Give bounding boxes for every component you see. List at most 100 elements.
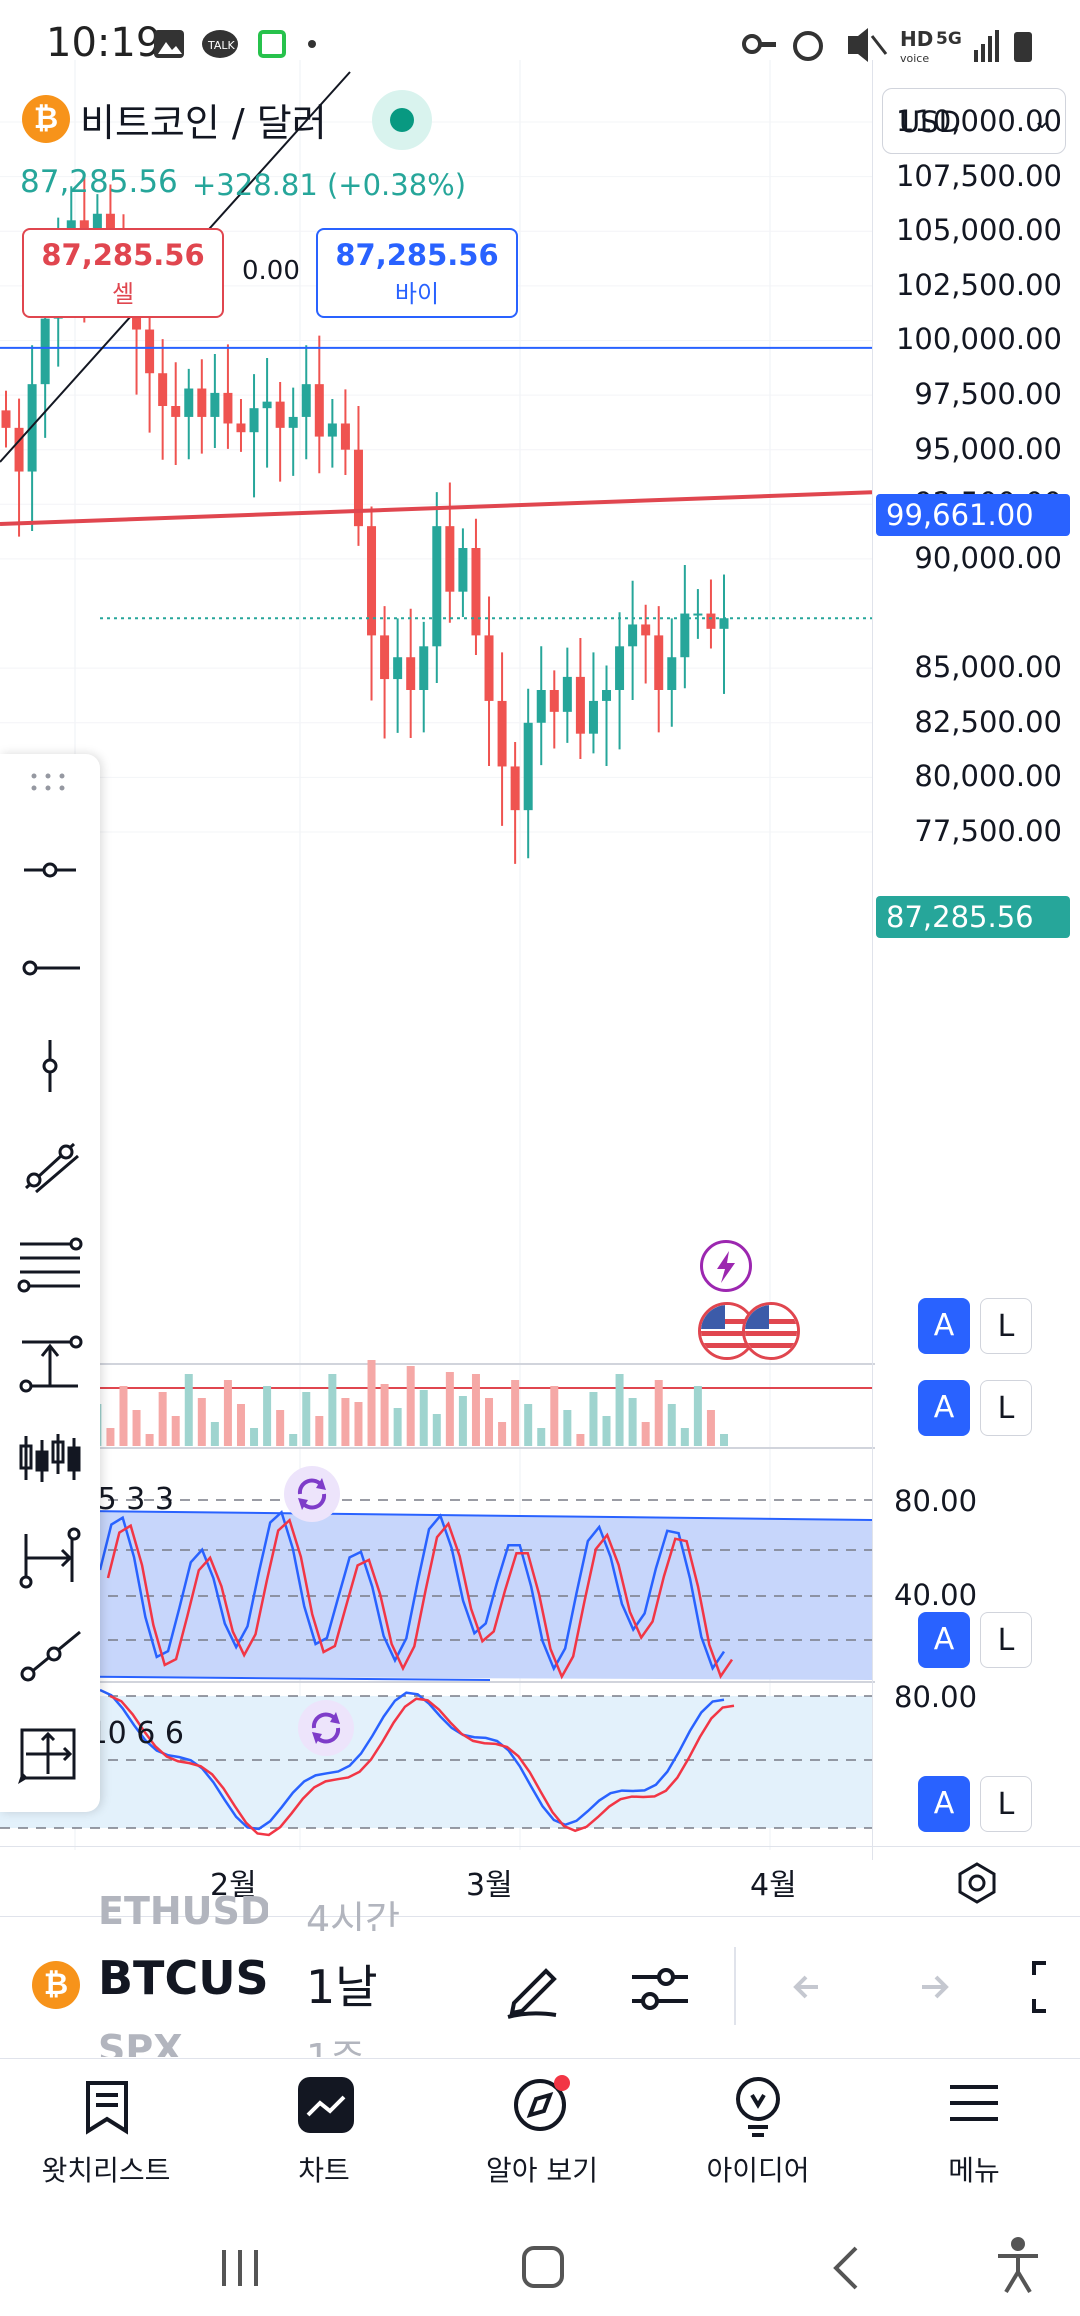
volume-auto-scale-button[interactable]: A bbox=[918, 1380, 970, 1436]
candle-body bbox=[340, 423, 350, 450]
nav-label-menu: 메뉴 bbox=[948, 2154, 1000, 2187]
explore-icon bbox=[514, 2075, 570, 2131]
sell-label: 셀 bbox=[111, 280, 135, 308]
sell-price: 87,285.56 bbox=[41, 238, 205, 272]
horizontal-ray-icon[interactable] bbox=[14, 834, 86, 906]
auto-scale-button[interactable]: A bbox=[918, 1298, 970, 1354]
nav-explore[interactable]: 알아 보기 bbox=[442, 2059, 642, 2209]
stoch1-log-scale-button[interactable]: L bbox=[980, 1612, 1032, 1668]
status-time: 10:19 bbox=[46, 20, 162, 66]
candle-body bbox=[393, 657, 403, 680]
stoch2-log-scale-button[interactable]: L bbox=[980, 1776, 1032, 1832]
market-open-dot bbox=[390, 108, 414, 132]
nav-watchlist[interactable]: 왓치리스트 bbox=[6, 2059, 206, 2209]
menu-icon bbox=[950, 2085, 998, 2121]
volume-bar bbox=[367, 1360, 376, 1446]
symbol-prev[interactable]: ETHUSD bbox=[98, 1889, 268, 1931]
pen-draw-icon[interactable] bbox=[500, 1953, 570, 2023]
candle-body bbox=[288, 416, 298, 428]
candle-body bbox=[562, 676, 572, 712]
back-icon[interactable] bbox=[826, 2244, 866, 2292]
candle-body bbox=[40, 318, 50, 385]
volume-bar bbox=[302, 1392, 311, 1446]
indicator-settings-icon[interactable] bbox=[626, 1955, 696, 2025]
ray-line-icon[interactable] bbox=[14, 1618, 86, 1690]
candle-body bbox=[158, 373, 168, 406]
buy-price: 87,285.56 bbox=[335, 238, 499, 272]
candle-body bbox=[406, 657, 416, 690]
volume-bar bbox=[445, 1372, 454, 1446]
buy-button[interactable]: 87,285.56 바이 bbox=[316, 228, 518, 318]
price-change: +328.81 (+0.38%) bbox=[192, 168, 467, 202]
interval-prev[interactable]: 4시간 bbox=[306, 1898, 401, 1931]
currency-select[interactable]: USD ⌄ bbox=[882, 88, 1066, 154]
trend-line-icon[interactable] bbox=[14, 1130, 86, 1202]
trend-line-drawing bbox=[0, 490, 873, 526]
symbol-selector[interactable]: BTCUSD bbox=[98, 1951, 268, 2005]
stoch1-auto-scale-button[interactable]: A bbox=[918, 1612, 970, 1668]
nav-chart[interactable]: 차트 bbox=[224, 2059, 424, 2209]
horizontal-line-icon[interactable] bbox=[14, 932, 86, 1004]
volume-bar bbox=[485, 1398, 494, 1446]
volume-bar bbox=[615, 1374, 624, 1446]
home-icon[interactable] bbox=[518, 2242, 568, 2292]
nav-label-ideas: 아이디어 bbox=[706, 2154, 810, 2187]
candle-body bbox=[1, 410, 11, 428]
volume-bar bbox=[498, 1422, 507, 1446]
stoch2-auto-scale-button[interactable]: A bbox=[918, 1776, 970, 1832]
stoch2-tick-80: 80.00 bbox=[894, 1680, 978, 1714]
symbol-title[interactable]: 비트코인 / 달러 bbox=[80, 101, 327, 145]
date-range-icon[interactable] bbox=[14, 1520, 86, 1592]
stoch1-refresh-icon[interactable] bbox=[284, 1466, 340, 1522]
nav-menu[interactable]: 메뉴 bbox=[874, 2059, 1074, 2209]
redo-icon[interactable] bbox=[914, 1967, 958, 2007]
symbol-bar: ETHUSD ₿ BTCUSD SPX 4시간 1날 1주 bbox=[0, 1889, 1080, 2057]
volume-bar bbox=[563, 1410, 572, 1446]
candle-body bbox=[353, 449, 363, 527]
stoch2-refresh-icon[interactable] bbox=[298, 1700, 354, 1756]
volume-bar bbox=[602, 1416, 611, 1446]
measure-icon[interactable] bbox=[14, 1716, 86, 1788]
log-scale-button[interactable]: L bbox=[980, 1298, 1032, 1354]
undo-icon[interactable] bbox=[786, 1967, 830, 2007]
volume-bar bbox=[132, 1410, 141, 1446]
volume-bar bbox=[471, 1374, 480, 1446]
candle-body bbox=[484, 635, 494, 701]
volume-bar bbox=[223, 1380, 232, 1446]
candle-body bbox=[693, 613, 703, 616]
vertical-line-icon[interactable] bbox=[14, 1030, 86, 1102]
volume-bar bbox=[250, 1428, 259, 1446]
chart-settings-icon[interactable] bbox=[950, 1856, 1004, 1910]
price-axis[interactable] bbox=[872, 60, 1080, 1860]
drag-handle-icon[interactable] bbox=[28, 772, 72, 792]
candle-body bbox=[249, 408, 259, 433]
price-chart[interactable] bbox=[0, 60, 875, 1920]
lightning-event-icon[interactable] bbox=[700, 1240, 752, 1292]
fullscreen-icon[interactable] bbox=[1030, 1957, 1080, 2017]
candles-pattern-icon[interactable] bbox=[14, 1422, 86, 1494]
candle-body bbox=[145, 329, 155, 374]
long-position-icon[interactable] bbox=[14, 1326, 86, 1398]
sell-button[interactable]: 87,285.56 셀 bbox=[22, 228, 224, 318]
market-status-indicator bbox=[372, 90, 432, 150]
candle-body bbox=[14, 427, 24, 472]
us-flag-event-icon-2[interactable] bbox=[742, 1302, 800, 1360]
volume-bar bbox=[276, 1410, 285, 1446]
price-tick-label: 97,500.00 bbox=[914, 377, 1062, 412]
interval-selector[interactable]: 1날 bbox=[306, 1960, 378, 2014]
nav-label-explore: 알아 보기 bbox=[486, 2154, 598, 2187]
interval-next[interactable]: 1주 bbox=[306, 2027, 416, 2057]
svg-text:voice: voice bbox=[900, 52, 929, 65]
symbol-next[interactable]: SPX bbox=[98, 2027, 183, 2057]
ideas-icon bbox=[736, 2077, 780, 2137]
fib-retracement-icon[interactable] bbox=[14, 1228, 86, 1300]
candle-body bbox=[210, 392, 220, 417]
candle-body bbox=[719, 618, 729, 629]
volume-log-scale-button[interactable]: L bbox=[980, 1380, 1032, 1436]
recent-apps-icon[interactable] bbox=[216, 2246, 266, 2290]
candle-body bbox=[197, 388, 207, 417]
candle-body bbox=[275, 401, 285, 428]
nav-ideas[interactable]: 아이디어 bbox=[658, 2059, 858, 2209]
accessibility-icon[interactable] bbox=[992, 2236, 1044, 2296]
candle-body bbox=[171, 406, 181, 417]
